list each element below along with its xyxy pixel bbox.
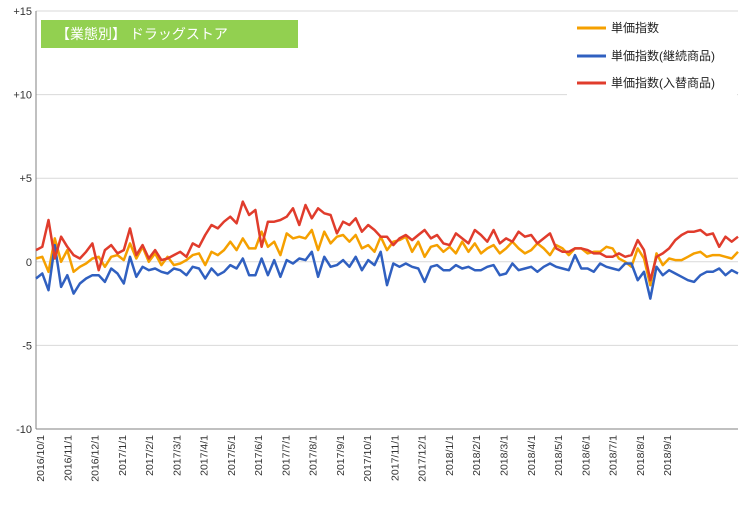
- gridlines: [35, 10, 738, 430]
- x-tick-label: 2017/6/1: [253, 435, 265, 476]
- y-axis-ticks: +15 +10 +5 0 -5 -10: [13, 6, 32, 436]
- y-tick-label: 0: [26, 257, 32, 269]
- x-tick-label: 2017/10/1: [362, 435, 374, 482]
- x-tick-label: 2017/11/1: [389, 435, 401, 481]
- y-tick-label: +10: [13, 90, 32, 102]
- x-tick-label: 2018/4/1: [526, 435, 538, 476]
- x-tick-label: 2017/12/1: [417, 435, 429, 482]
- y-tick-label: +5: [19, 173, 32, 185]
- x-tick-label: 2018/1/1: [444, 435, 456, 476]
- x-tick-label: 2016/12/1: [90, 435, 102, 482]
- legend-label: 単価指数(入替商品): [611, 75, 715, 90]
- x-tick-label: 2018/2/1: [471, 435, 483, 476]
- x-tick-label: 2017/2/1: [144, 435, 156, 476]
- x-tick-label: 2017/1/1: [117, 435, 129, 476]
- x-tick-label: 2018/6/1: [580, 435, 592, 476]
- y-tick-label: -10: [16, 424, 32, 436]
- x-tick-label: 2018/8/1: [635, 435, 647, 476]
- x-tick-label: 2018/9/1: [662, 435, 674, 476]
- x-axis-ticks: 2016/10/1 2016/11/1 2016/12/1 2017/1/1 2017/…: [35, 435, 674, 482]
- series-line-2: [35, 243, 739, 300]
- legend-label: 単価指数(継続商品): [611, 48, 715, 63]
- x-tick-label: 2018/5/1: [553, 435, 565, 476]
- x-tick-label: 2017/4/1: [199, 435, 211, 476]
- x-tick-label: 2017/5/1: [226, 435, 238, 476]
- x-tick-label: 2017/9/1: [335, 435, 347, 476]
- series-lines: [35, 200, 739, 300]
- x-tick-label: 2018/3/1: [499, 435, 511, 476]
- y-tick-label: -5: [22, 340, 32, 352]
- x-tick-label: 2016/11/1: [62, 435, 74, 481]
- x-tick-label: 2017/3/1: [171, 435, 183, 476]
- series-line-1: [35, 228, 739, 287]
- x-tick-label: 2018/7/1: [608, 435, 620, 476]
- series-line-3: [35, 200, 739, 282]
- x-tick-label: 2017/8/1: [308, 435, 320, 476]
- y-tick-label: +15: [13, 6, 32, 18]
- legend-label: 単価指数: [611, 20, 659, 35]
- x-tick-label: 2017/7/1: [280, 435, 292, 476]
- x-tick-label: 2016/10/1: [35, 435, 47, 482]
- chart-title-box: 【業態別】 ドラッグストア: [41, 20, 298, 48]
- chart-title: 【業態別】 ドラッグストア: [56, 26, 228, 42]
